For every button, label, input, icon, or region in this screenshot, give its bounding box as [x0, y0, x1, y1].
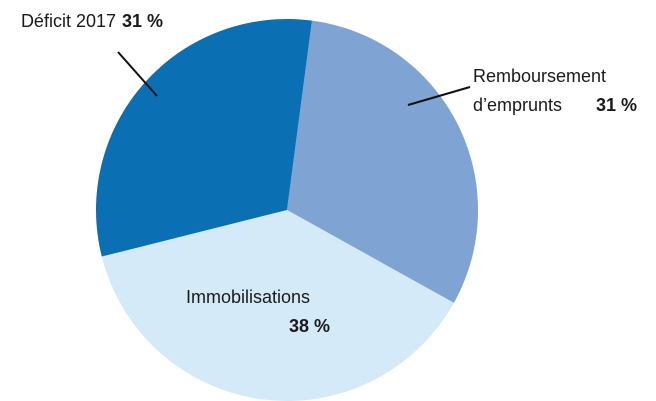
slice-label: Remboursement d’emprunts [473, 66, 611, 115]
value-label: 31 % [122, 11, 163, 31]
pie-slice [96, 19, 312, 257]
value-label: 38 % [289, 316, 330, 336]
value-label: 31 % [596, 95, 637, 115]
slice-label: Immobilisations [186, 287, 310, 307]
pie-slice [101, 210, 454, 401]
leader-line [407, 86, 471, 106]
leader-line [117, 51, 158, 97]
slice-label: Déficit 2017 [21, 11, 116, 31]
pie-slice [287, 20, 478, 303]
